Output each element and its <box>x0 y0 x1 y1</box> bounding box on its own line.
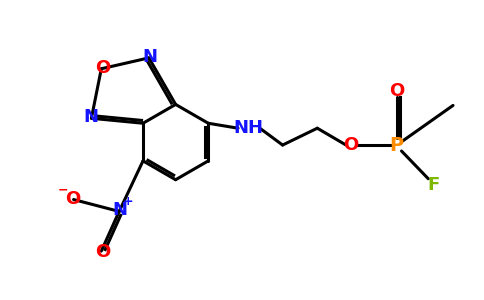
Text: O: O <box>65 190 80 208</box>
Text: N: N <box>142 48 157 66</box>
Text: NH: NH <box>233 119 263 137</box>
Text: P: P <box>390 136 404 154</box>
Text: F: F <box>427 176 439 194</box>
Text: −: − <box>58 183 68 196</box>
Text: N: N <box>113 201 128 219</box>
Text: O: O <box>343 136 359 154</box>
Text: O: O <box>389 82 404 100</box>
Text: O: O <box>95 243 110 261</box>
Text: N: N <box>83 108 98 126</box>
Text: O: O <box>95 59 110 77</box>
Text: +: + <box>123 195 134 208</box>
